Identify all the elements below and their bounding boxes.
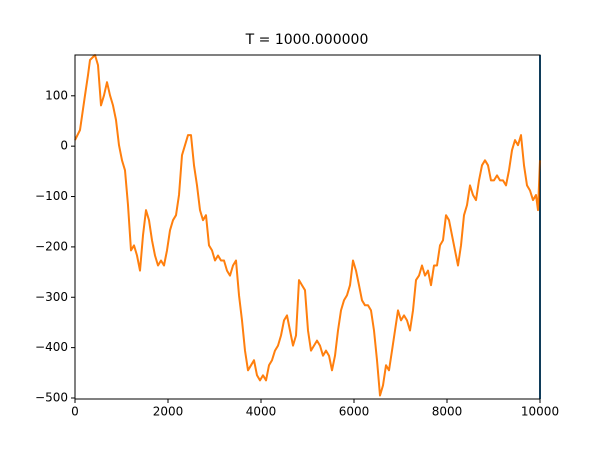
x-tick-label: 8000 bbox=[432, 405, 463, 419]
data-line bbox=[74, 54, 541, 397]
y-tick-label: −300 bbox=[35, 290, 68, 304]
y-tick-label: 100 bbox=[45, 88, 68, 102]
x-tick-label: 6000 bbox=[339, 405, 370, 419]
chart-title: T = 1000.000000 bbox=[245, 32, 369, 48]
x-tick-label: 10000 bbox=[521, 405, 559, 419]
plot-frame bbox=[74, 54, 541, 400]
x-tick-label: 4000 bbox=[246, 405, 277, 419]
x-tick-label: 2000 bbox=[153, 405, 184, 419]
y-tick-label: −200 bbox=[35, 239, 68, 253]
y-tick-label: −400 bbox=[35, 340, 68, 354]
x-tick-label: 0 bbox=[71, 405, 79, 419]
y-tick-label: −100 bbox=[35, 189, 68, 203]
y-tick-label: 0 bbox=[60, 139, 68, 153]
y-tick-label: −500 bbox=[35, 390, 68, 404]
